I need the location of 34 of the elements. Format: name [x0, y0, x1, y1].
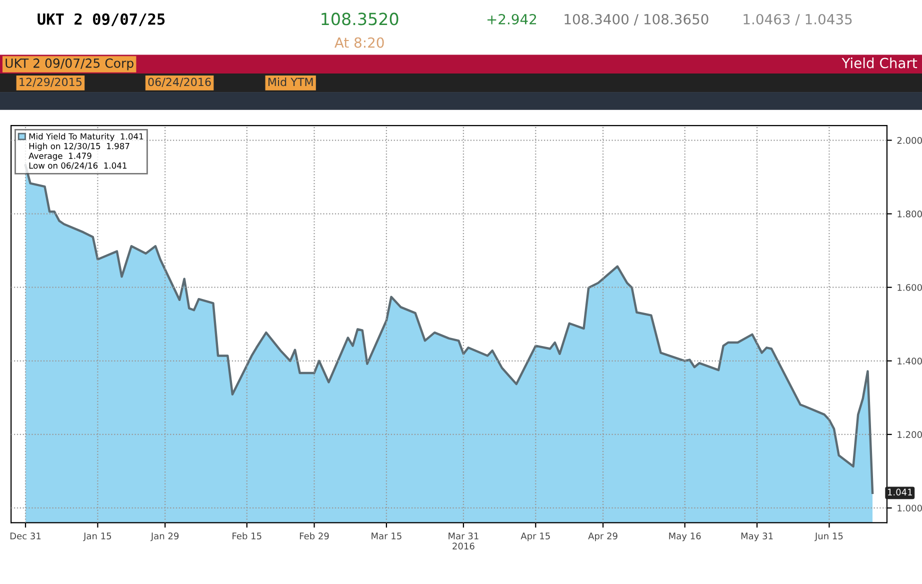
y-tick-label: 1.800: [898, 210, 922, 218]
chart-title: UKT 2 09/07/25: [38, 13, 165, 26]
text: +2.942: [487, 14, 536, 24]
y-tick-label: 1.600: [898, 284, 922, 291]
text: At 8:20: [334, 37, 384, 48]
x-tick-label: Apr 29: [588, 532, 618, 542]
x-tick-label: May 31: [741, 532, 773, 542]
annotation: High on 12/30/15 1.987: [29, 142, 130, 151]
text: 108.3400 / 108.3650: [564, 14, 708, 26]
text: 12/29/2015: [20, 78, 82, 88]
y-tick-label: 1.400: [898, 358, 922, 364]
y-tick-label: 1.200: [898, 431, 922, 438]
x-tick-label: Jan 15: [83, 532, 112, 542]
text: UKT 2 09/07/25 Corp: [6, 58, 134, 70]
annotation: Low on 06/24/16 1.041: [29, 162, 126, 170]
text: 06/24/2016: [148, 78, 211, 88]
x-tick-label: Mar 15: [372, 532, 402, 540]
x-tick-label: Feb 29: [300, 532, 329, 540]
text: 1.0463 / 1.0435: [744, 14, 852, 26]
x-tick-label: Apr 15: [520, 532, 550, 542]
annotation: Average 1.479: [28, 152, 92, 161]
x-tick-label: Feb 15: [232, 532, 262, 540]
x-tick-label: May 16: [669, 532, 701, 542]
y-tick-label: 1.000: [898, 504, 922, 512]
y-tick-label: 2.000: [897, 137, 922, 144]
legend-label: Mid Yield To Maturity 1.041: [29, 133, 144, 142]
x-tick-label: Jun 15: [814, 532, 843, 542]
text: Mid YTM: [268, 78, 313, 86]
x-tick-label: Dec 31: [10, 532, 41, 540]
x-tick-label: Jan 29: [150, 532, 179, 542]
x-tick-label: Mar 31 2016: [448, 532, 478, 550]
chart-subtitle: Yield Chart: [842, 58, 918, 68]
annotation: 1.041: [888, 488, 912, 496]
text: 108.3520: [322, 12, 398, 26]
